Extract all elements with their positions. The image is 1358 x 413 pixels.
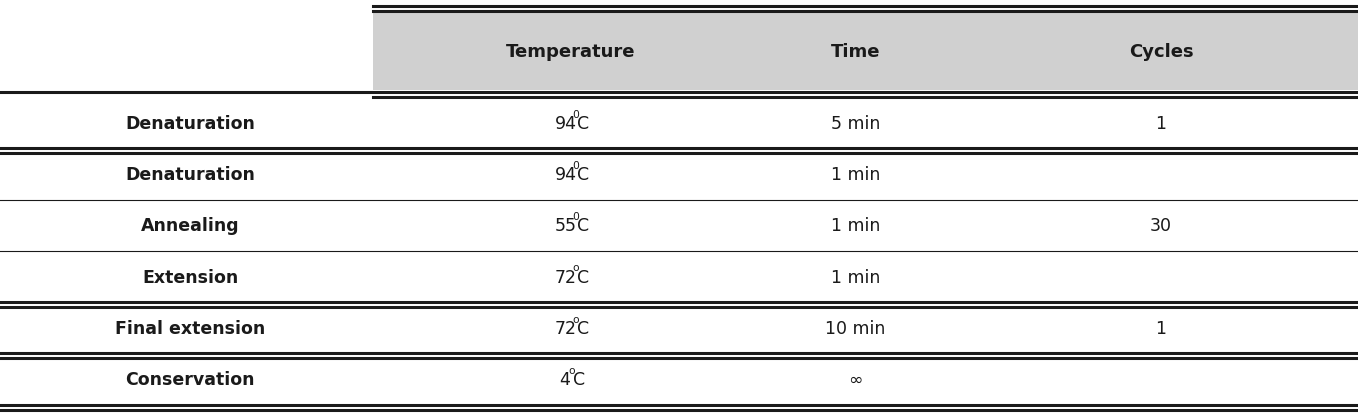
Text: o: o — [572, 263, 579, 273]
Text: 0: 0 — [572, 109, 579, 119]
Text: Cycles: Cycles — [1128, 43, 1194, 61]
Text: Denaturation: Denaturation — [125, 114, 255, 133]
Text: C: C — [577, 217, 589, 235]
Text: Denaturation: Denaturation — [125, 166, 255, 183]
Text: o: o — [572, 314, 579, 324]
Text: 5 min: 5 min — [831, 114, 880, 133]
Text: 1 min: 1 min — [831, 166, 880, 183]
Text: C: C — [573, 370, 585, 388]
Text: 94: 94 — [555, 166, 577, 183]
Text: C: C — [577, 319, 589, 337]
Text: 1: 1 — [1156, 114, 1167, 133]
Text: 30: 30 — [1150, 217, 1172, 235]
Text: ∞: ∞ — [849, 370, 862, 388]
Text: 72: 72 — [555, 319, 577, 337]
Text: 1: 1 — [1156, 319, 1167, 337]
Text: Conservation: Conservation — [125, 370, 255, 388]
Text: 1 min: 1 min — [831, 268, 880, 286]
Text: 0: 0 — [572, 161, 579, 171]
Bar — [373, 12, 1358, 91]
Text: o: o — [568, 365, 574, 375]
Text: 94: 94 — [555, 114, 577, 133]
Text: 72: 72 — [555, 268, 577, 286]
Text: C: C — [577, 268, 589, 286]
Text: Final extension: Final extension — [115, 319, 265, 337]
Text: C: C — [577, 114, 589, 133]
Text: 4: 4 — [559, 370, 570, 388]
Text: 10 min: 10 min — [826, 319, 885, 337]
Text: Extension: Extension — [143, 268, 238, 286]
Text: Annealing: Annealing — [141, 217, 239, 235]
Text: 55: 55 — [555, 217, 577, 235]
Text: 0: 0 — [572, 212, 579, 222]
Text: Temperature: Temperature — [505, 43, 636, 61]
Text: C: C — [577, 166, 589, 183]
Text: 1 min: 1 min — [831, 217, 880, 235]
Text: Time: Time — [831, 43, 880, 61]
